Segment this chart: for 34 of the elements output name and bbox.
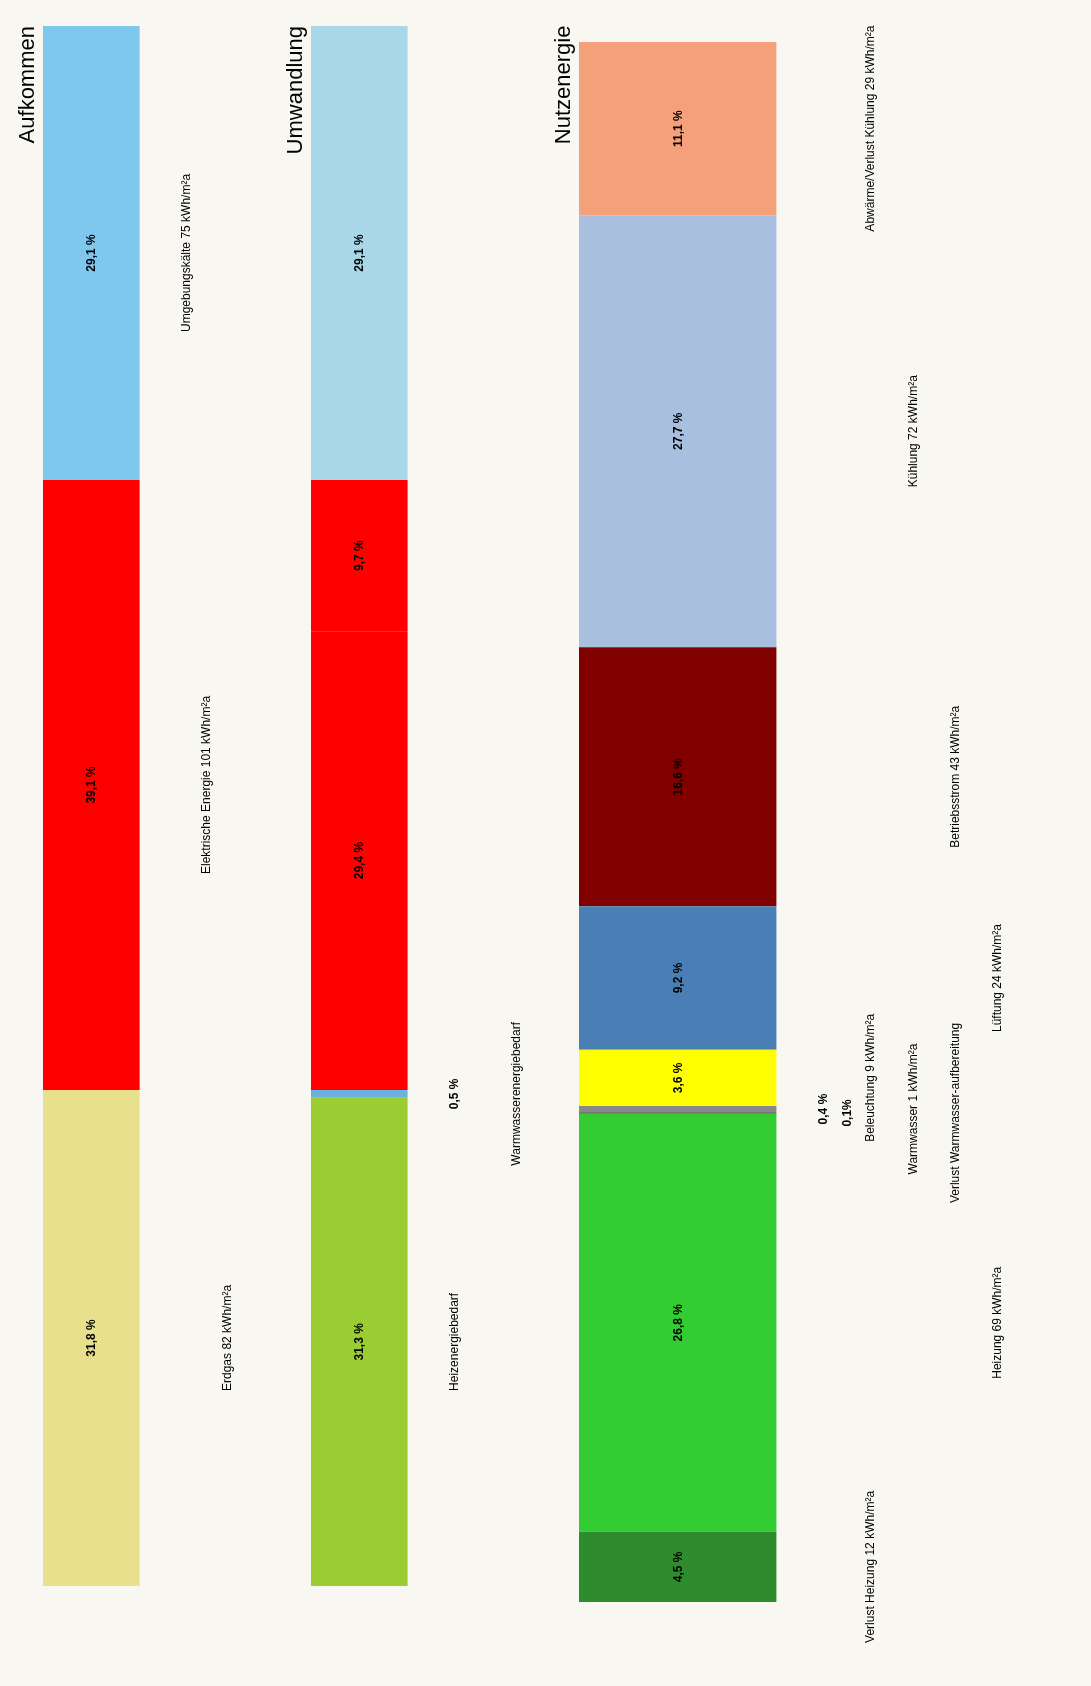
- category-label: Warmwasser 1 kWh/m²a: [905, 1043, 920, 1175]
- category-label: Beleuchtung 9 kWh/m²a: [863, 1013, 878, 1142]
- data-label: 31,3 %: [352, 1322, 367, 1361]
- data-label: 29,1 %: [352, 233, 367, 272]
- data-label: 31,8 %: [84, 1318, 99, 1357]
- category-label: Warmwasserenergiebedarf: [508, 1021, 523, 1166]
- data-label: 27,7 %: [670, 412, 685, 450]
- data-label: 39,1 %: [84, 765, 99, 804]
- category-label: Kühlung 72 kWh/m²a: [905, 374, 920, 488]
- category-label: Heizenergiebedarf: [446, 1292, 461, 1391]
- category-label: Verlust Warmwasser-aufbereitung: [948, 1022, 962, 1204]
- data-label: 4,5 %: [670, 1551, 685, 1583]
- data-label: 16,6 %: [670, 757, 685, 796]
- category-label: Heizung 69 kWh/m²a: [990, 1266, 1005, 1379]
- data-label: 0,1%: [839, 1098, 854, 1127]
- text: Aufkommen: [14, 26, 39, 144]
- data-label: 9,2 %: [670, 962, 685, 994]
- text: Umwandlung: [282, 26, 307, 155]
- data-label: 29,4 %: [352, 841, 367, 880]
- category-label: Lüftung 24 kWh/m²a: [990, 923, 1005, 1033]
- data-label: 0,4 %: [816, 1093, 831, 1125]
- data-label: 29,1 %: [84, 233, 99, 272]
- data-label: 11,1 %: [670, 109, 685, 147]
- data-label: 26,8 %: [670, 1303, 685, 1342]
- category-label: Umgebungskälte 75 kWh/m²a: [178, 173, 193, 333]
- category-label: Erdgas 82 kWh/m²a: [220, 1284, 234, 1391]
- category-label: Abwärme/Verlust Kühlung 29 kWh/m²a: [863, 25, 878, 232]
- data-label: 0,5 %: [446, 1078, 461, 1110]
- data-label: 3,6 %: [670, 1062, 685, 1094]
- category-label: Verlust Heizung 12 kWh/m²a: [863, 1490, 878, 1643]
- data-label: 9,7 %: [352, 539, 367, 571]
- category-label: Betriebsstrom 43 kWh/m²a: [948, 705, 962, 848]
- text: Nutzenergie: [550, 25, 575, 145]
- category-label: Elektrische Energie 101 kWh/m²a: [199, 695, 214, 874]
